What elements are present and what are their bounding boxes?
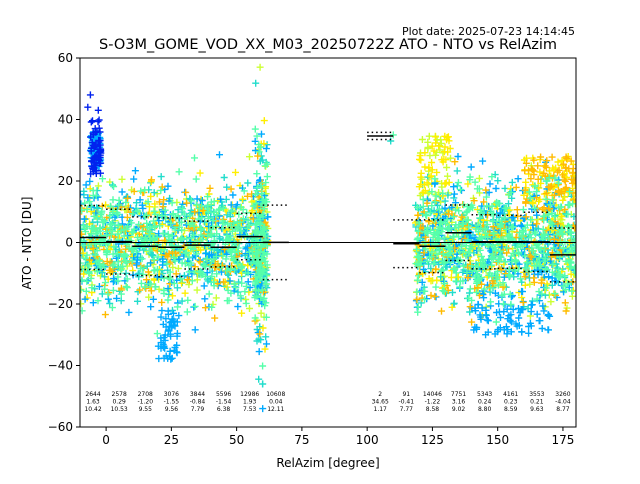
bin-annotation: 3844	[190, 391, 205, 398]
bin-annotation: 1.93	[243, 399, 257, 406]
x-tick-label: 25	[164, 433, 179, 447]
bin-annotation: 14046	[423, 391, 442, 398]
x-tick-label: 50	[229, 433, 244, 447]
bin-annotation: -1.54	[216, 399, 232, 406]
bin-annotation: 5343	[477, 391, 492, 398]
y-axis-ticks: −60 −40 −20 0 20 40 60	[48, 51, 80, 434]
y-tick-label: −20	[48, 297, 73, 311]
bin-annotation: 9.55	[139, 406, 153, 413]
x-tick-label: 75	[294, 433, 309, 447]
y-tick-label: 60	[58, 51, 73, 65]
bin-annotation: 91	[402, 391, 410, 398]
bin-annotation: 0.21	[530, 399, 544, 406]
chart-title: S-O3M_GOME_VOD_XX_M03_20250722Z ATO - NT…	[99, 37, 557, 53]
scatter-series	[84, 91, 105, 178]
x-tick-label: 125	[421, 433, 444, 447]
bin-annotation: 7751	[451, 391, 466, 398]
bin-annotation: -4.04	[555, 399, 571, 406]
bin-mean-lines	[80, 135, 576, 256]
bin-annotation: 9.63	[530, 406, 544, 413]
bin-annotation: 10.42	[84, 406, 101, 413]
bin-annotation: 8.77	[556, 406, 570, 413]
bin-annotation: 5596	[216, 391, 231, 398]
bin-annotation: 3260	[555, 391, 570, 398]
bin-annotation: 2708	[138, 391, 153, 398]
bin-annotation: 10.53	[111, 406, 128, 413]
bin-annotation: 1.17	[374, 406, 388, 413]
scatter-series	[80, 125, 576, 370]
bin-annotation: 2644	[85, 391, 100, 398]
x-tick-label: 100	[356, 433, 379, 447]
bin-annotation: 7.79	[191, 406, 205, 413]
bin-annotation: 8.59	[504, 406, 518, 413]
x-tick-label: 0	[102, 433, 110, 447]
bin-annotation: 8.58	[426, 406, 440, 413]
bin-annotation: 4161	[503, 391, 518, 398]
plot-date: Plot date: 2025-07-23 14:14:45	[402, 25, 575, 38]
y-tick-label: 40	[58, 113, 73, 127]
bin-annotation: 0.04	[269, 399, 283, 406]
bin-annotation: 3076	[164, 391, 179, 398]
y-tick-label: 0	[65, 236, 73, 250]
bin-annotation: 10608	[266, 391, 285, 398]
bin-annotation: -1.55	[164, 399, 180, 406]
bin-annotation: 12986	[240, 391, 259, 398]
y-tick-label: −60	[48, 420, 73, 434]
x-tick-label: 175	[551, 433, 574, 447]
x-tick-label: 150	[486, 433, 509, 447]
bin-annotation: -0.84	[190, 399, 206, 406]
y-tick-label: 20	[58, 174, 73, 188]
bin-annotation: 1.63	[86, 399, 100, 406]
bin-annotation: -0.41	[399, 399, 415, 406]
bin-annotation: 7.53	[243, 406, 257, 413]
bin-annotation: 8.80	[478, 406, 492, 413]
bin-annotation: 0.23	[504, 399, 518, 406]
bin-annotation: 0.29	[112, 399, 126, 406]
bin-annotation: 3.16	[452, 399, 466, 406]
bin-annotation: 0.24	[478, 399, 492, 406]
bin-annotation: 3553	[529, 391, 544, 398]
bin-annotation: 9.56	[165, 406, 179, 413]
bin-annotation: 2	[378, 391, 382, 398]
bin-annotation: 7.77	[400, 406, 414, 413]
x-axis-label: RelAzim [degree]	[276, 456, 379, 470]
bin-annotation: -1.20	[137, 399, 153, 406]
bin-annotation: 34.65	[372, 399, 389, 406]
x-axis-ticks: 0 25 50 75 100 125 150 175	[102, 427, 574, 447]
bin-annotation: 12.11	[267, 406, 284, 413]
bin-annotation: 9.02	[452, 406, 466, 413]
bin-annotation: -1.22	[425, 399, 441, 406]
y-tick-label: −40	[48, 359, 73, 373]
y-axis-label: ATO - NTO [DU]	[20, 197, 34, 290]
scatter-points	[80, 63, 576, 413]
bin-annotation: 2578	[112, 391, 127, 398]
bin-annotation: 6.38	[217, 406, 231, 413]
